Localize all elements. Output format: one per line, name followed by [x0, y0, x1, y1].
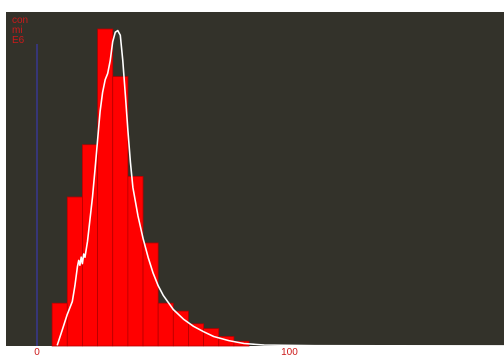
- histogram-bar-5: [112, 76, 129, 347]
- x-tick-group: 0 100: [34, 347, 298, 358]
- histogram-bar-4: [97, 28, 114, 347]
- density-curve: [56, 29, 504, 347]
- histogram-bar-7: [142, 242, 159, 347]
- y-axis-label-line-1: con: [12, 15, 28, 26]
- y-axis-label-line-2: mi: [12, 25, 23, 36]
- histogram-bar-2: [66, 196, 83, 347]
- histogram-bar-8: [157, 302, 174, 347]
- x-tick-label-1: 0: [34, 347, 40, 358]
- y-axis-label-line-3: E6: [12, 35, 25, 46]
- x-tick-label-2: 100: [281, 347, 298, 358]
